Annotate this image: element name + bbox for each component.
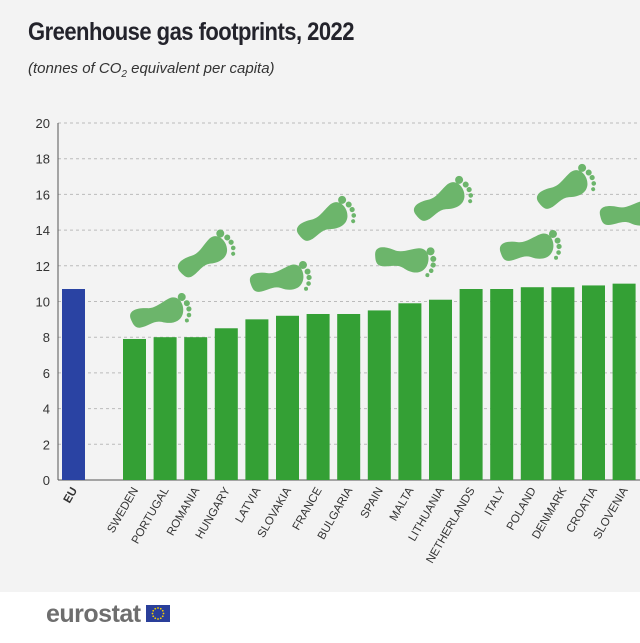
y-tick-label: 18 [36, 152, 50, 167]
footprint-icon [413, 175, 474, 221]
chart-subtitle: (tonnes of CO2 equivalent per capita) [28, 60, 275, 80]
bar-sweden [123, 338, 146, 480]
y-tick-label: 20 [36, 116, 50, 131]
bar-spain [367, 310, 391, 480]
eu-flag-icon [146, 605, 170, 622]
y-tick-label: 2 [43, 437, 50, 452]
footprint-icon [536, 163, 597, 209]
y-tick-label: 4 [43, 402, 50, 417]
bar-italy [490, 289, 514, 480]
y-tick-label: 8 [43, 330, 50, 345]
footprint-icon [599, 201, 640, 226]
x-tick-label: MALTA [388, 485, 417, 523]
y-tick-label: 12 [36, 259, 50, 274]
x-tick-label: LATVIA [234, 485, 264, 525]
bar-latvia [245, 319, 269, 480]
y-tick-label: 16 [36, 187, 50, 202]
bar-lithuania [429, 299, 452, 480]
bar-slovakia [276, 315, 299, 480]
bar-slovenia [612, 283, 636, 480]
bar-hungary [214, 328, 238, 480]
footprint-icon [249, 260, 312, 292]
footprint-icon [130, 292, 192, 328]
bar-malta [398, 303, 422, 480]
footprint-icon [499, 229, 562, 261]
y-tick-label: 10 [36, 295, 50, 310]
bar-croatia [582, 285, 605, 480]
bar-netherlands [459, 289, 483, 480]
footprint-icon [375, 247, 437, 278]
bar-bulgaria [337, 313, 361, 480]
bar-france [306, 313, 330, 480]
x-tick-label: SWEDEN [105, 486, 141, 536]
chart-title: Greenhouse gas footprints, 2022 [28, 18, 354, 46]
x-tick-label: POLAND [505, 486, 539, 533]
footprint-icon [177, 229, 236, 278]
footer: eurostat [0, 592, 640, 643]
x-tick-label: SPAIN [359, 486, 386, 521]
eurostat-logo: eurostat [46, 600, 141, 628]
bar-denmark [551, 287, 575, 480]
x-tick-label: ITALY [483, 485, 509, 517]
y-tick-label: 0 [43, 473, 50, 488]
bar-romania [184, 337, 208, 480]
bar-poland [520, 287, 544, 480]
y-tick-label: 14 [36, 223, 50, 238]
bar-eu [62, 289, 85, 480]
y-tick-label: 6 [43, 366, 50, 381]
bar-portugal [153, 337, 177, 480]
x-tick-label: EU [62, 486, 80, 506]
footprint-icon [296, 195, 357, 241]
x-tick-label: FRANCE [291, 485, 325, 532]
